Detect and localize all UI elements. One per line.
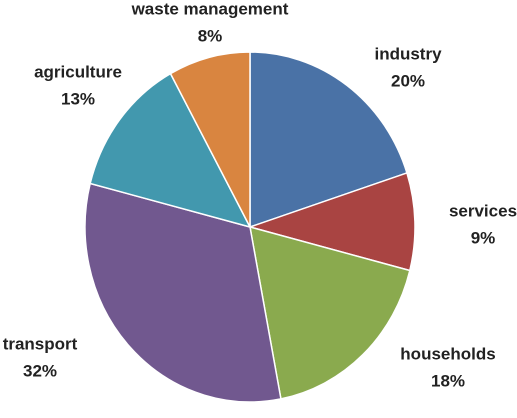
slice-value: 20% xyxy=(391,71,425,90)
pie-slice xyxy=(247,171,416,272)
slice-label: households xyxy=(400,344,495,363)
slice-value: 32% xyxy=(23,361,57,380)
pie-slice xyxy=(249,225,411,400)
slice-value: 9% xyxy=(471,228,496,247)
slice-label: industry xyxy=(374,44,442,63)
slice-value: 8% xyxy=(198,26,223,45)
pie-slice xyxy=(84,182,282,403)
pie-slice xyxy=(89,72,252,229)
slice-value: 18% xyxy=(431,371,465,390)
slice-label: waste management xyxy=(131,0,289,18)
slice-label: agriculture xyxy=(34,62,122,81)
slice-label: services xyxy=(449,201,517,220)
slice-label: transport xyxy=(3,334,78,353)
slice-value: 13% xyxy=(61,89,95,108)
pie-slice xyxy=(249,51,408,229)
pie-slice xyxy=(169,51,251,228)
